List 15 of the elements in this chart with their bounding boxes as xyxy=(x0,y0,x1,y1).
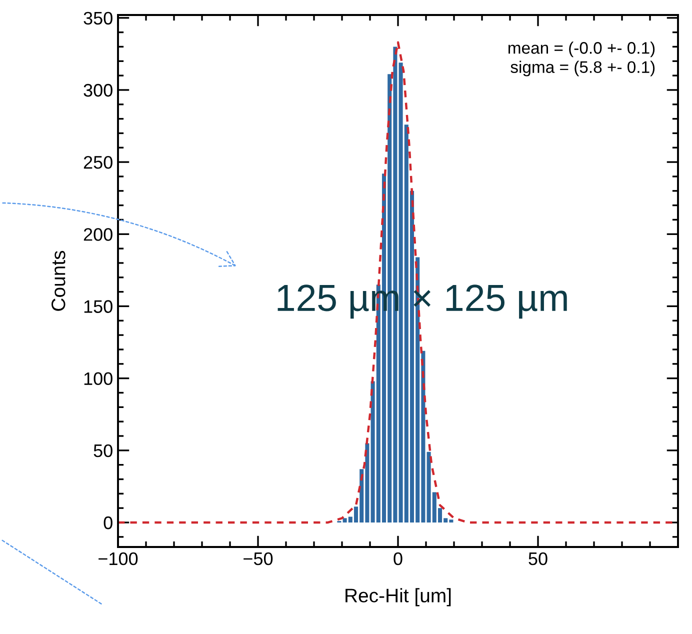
y-tick-label: 250 xyxy=(84,156,112,169)
x-tick-label: 0 xyxy=(394,552,402,566)
x-tick-label: −100 xyxy=(98,552,138,566)
x-tick-label: −50 xyxy=(244,552,273,566)
y-axis-title: Counts xyxy=(52,250,66,311)
y-tick-label: 150 xyxy=(84,300,112,313)
y-tick-label: 50 xyxy=(94,444,112,458)
x-axis-title: Rec-Hit [um] xyxy=(346,588,451,606)
y-tick-label: 200 xyxy=(84,228,112,241)
y-tick-label: 300 xyxy=(84,84,112,97)
annotation: mean = (-0.0 +- 0.1) sigma = (5.8 +- 0.1) xyxy=(508,42,655,76)
y-tick-label: 0 xyxy=(104,516,112,530)
x-tick-label: 50 xyxy=(528,552,548,566)
y-tick-label: 350 xyxy=(84,12,112,25)
y-tick-label: 100 xyxy=(84,372,112,386)
